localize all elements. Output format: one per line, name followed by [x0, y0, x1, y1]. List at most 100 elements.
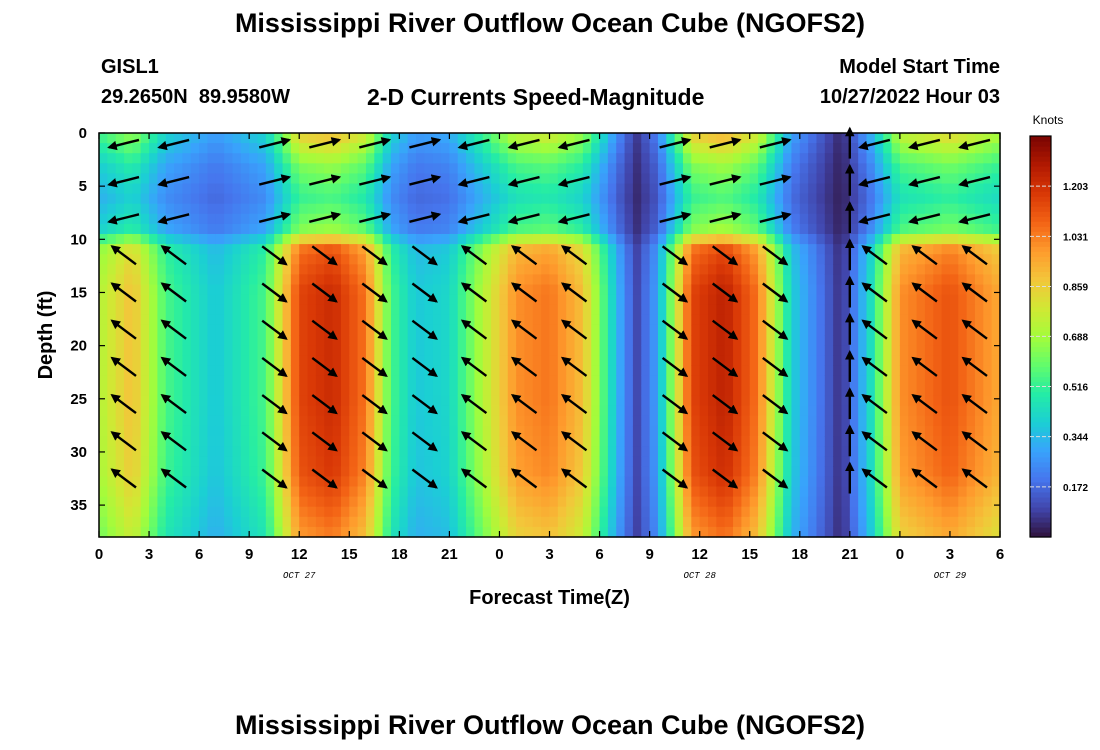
current-vector [409, 137, 442, 149]
heatmap-cell [457, 324, 467, 336]
heatmap-cell [791, 223, 801, 235]
heatmap-cell [274, 526, 284, 538]
heatmap-cell [290, 466, 300, 477]
heatmap-cell [941, 506, 951, 518]
heatmap-cell [416, 294, 425, 306]
heatmap-cell [382, 223, 392, 235]
current-vector [261, 245, 288, 266]
heatmap-cell [315, 466, 325, 477]
heatmap-cell [733, 223, 742, 235]
heatmap-cell [691, 456, 701, 467]
heatmap-cell [524, 345, 534, 356]
heatmap-cell [774, 456, 784, 467]
current-vector [861, 245, 888, 266]
heatmap-cell [232, 173, 242, 185]
heatmap-cell [416, 133, 425, 144]
heatmap-cell [724, 213, 734, 225]
colorbar-segment [1030, 516, 1051, 523]
heatmap-cell [833, 335, 843, 346]
current-vector [557, 138, 590, 151]
heatmap-cell [632, 385, 642, 397]
heatmap-cell [941, 203, 951, 215]
heatmap-cell [190, 466, 200, 477]
current-vector [160, 468, 187, 489]
heatmap-cell [124, 223, 133, 235]
heatmap-cell [165, 183, 175, 195]
heatmap-cell [132, 284, 142, 296]
heatmap-cell [632, 365, 642, 376]
heatmap-cell [833, 193, 843, 205]
heatmap-cell [282, 143, 292, 154]
heatmap-cell [632, 163, 642, 174]
heatmap-cell [766, 526, 776, 538]
y-tick-label: 10 [70, 231, 87, 248]
heatmap-cell [349, 244, 359, 255]
heatmap-cell [958, 274, 968, 286]
heatmap-cell [282, 274, 292, 286]
heatmap-cell [249, 234, 259, 245]
heatmap-cell [315, 173, 325, 185]
heatmap-cell [941, 335, 951, 346]
heatmap-cell [949, 324, 959, 336]
heatmap-cell [899, 425, 909, 437]
heatmap-cell [307, 476, 317, 488]
heatmap-cell [207, 254, 217, 265]
heatmap-cell [124, 234, 133, 245]
heatmap-cell [908, 516, 918, 528]
heatmap-cell [866, 486, 876, 498]
heatmap-cell [899, 345, 909, 356]
heatmap-cell [349, 385, 359, 397]
heatmap-cell [749, 173, 759, 185]
heatmap-cell [666, 193, 676, 205]
colorbar-segment [1030, 241, 1051, 247]
heatmap-cell [232, 355, 242, 366]
heatmap-cell [516, 223, 526, 235]
heatmap-cell [841, 173, 851, 185]
heatmap-cell [774, 526, 784, 538]
heatmap-cell [274, 516, 284, 528]
heatmap-cell [174, 385, 184, 397]
heatmap-cell [641, 254, 651, 265]
heatmap-cell [240, 304, 250, 316]
heatmap-cell [499, 294, 509, 306]
heatmap-cell [816, 355, 826, 366]
heatmap-cell [866, 516, 876, 528]
heatmap-cell [365, 486, 375, 498]
heatmap-cell [791, 456, 801, 467]
heatmap-cell [557, 203, 567, 215]
heatmap-cell [774, 223, 784, 235]
heatmap-cell [591, 466, 601, 477]
heatmap-cell [332, 264, 342, 275]
heatmap-cell [599, 244, 609, 255]
heatmap-cell [557, 486, 567, 498]
heatmap-cell [407, 375, 417, 387]
heatmap-cell [841, 476, 851, 488]
heatmap-cell [441, 143, 450, 154]
heatmap-cell [641, 314, 651, 326]
heatmap-cell [99, 183, 108, 195]
colorbar-segment [1030, 196, 1051, 202]
heatmap-cell [949, 365, 959, 376]
heatmap-cell [274, 143, 284, 154]
heatmap-cell [224, 183, 234, 195]
heatmap-cell [866, 436, 876, 447]
heatmap-cell [866, 143, 876, 154]
heatmap-cell [791, 365, 801, 376]
heatmap-cell [499, 446, 509, 457]
heatmap-cell [641, 496, 651, 508]
heatmap-cell [566, 526, 576, 538]
heatmap-cell [132, 274, 142, 286]
heatmap-cell [390, 425, 400, 437]
heatmap-cell [866, 526, 876, 538]
heatmap-cell [240, 476, 250, 488]
heatmap-cell [858, 456, 868, 467]
heatmap-cell [974, 193, 984, 205]
heatmap-cell [290, 143, 300, 154]
heatmap-cell [232, 163, 242, 174]
heatmap-cell [441, 496, 450, 508]
heatmap-cell [933, 193, 943, 205]
heatmap-cell [199, 294, 209, 306]
heatmap-cell [874, 264, 884, 275]
heatmap-cell [516, 375, 526, 387]
heatmap-cell [858, 476, 868, 488]
